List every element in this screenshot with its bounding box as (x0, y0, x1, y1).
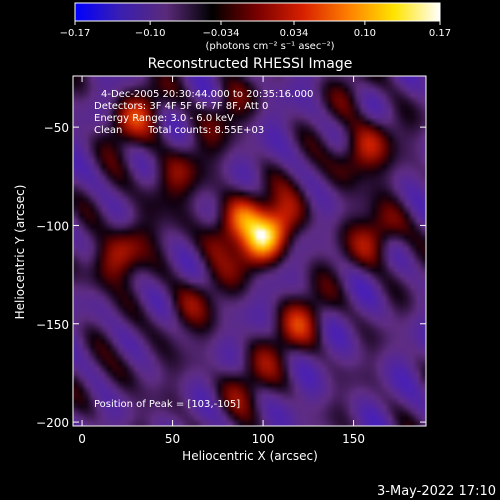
total-counts-annotation: Total counts: 8.55E+03 (147, 125, 264, 136)
peak-position-annotation: Position of Peak = [103,-105] (94, 399, 240, 410)
y-tick-label: −200 (36, 416, 69, 430)
x-axis-ticks: 0 50 100 150 (78, 76, 365, 446)
colorbar-tick-labels: −0.17 −0.10 −0.034 0.034 0.10 0.17 (60, 28, 451, 39)
colorbar (74, 2, 441, 22)
heatmap-image (73, 76, 426, 426)
colorbar-units: (photons cm⁻² s⁻¹ asec⁻²) (205, 41, 334, 52)
colorbar-tick-label: 0.10 (354, 28, 376, 39)
x-axis-label: Heliocentric X (arcsec) (182, 449, 318, 463)
energy-range-annotation: Energy Range: 3.0 - 6.0 keV (94, 113, 234, 124)
y-axis-ticks: −50 −100 −150 −200 (36, 121, 426, 430)
x-tick-label: 0 (78, 432, 86, 446)
plot-frame (72, 75, 427, 427)
time-range-annotation: 4-Dec-2005 20:30:44.000 to 20:35:16.000 (101, 89, 313, 100)
footer-date: 3-May-2022 17:10 (377, 484, 496, 499)
detectors-annotation: Detectors: 3F 4F 5F 6F 7F 8F, Att 0 (94, 101, 268, 112)
y-tick-label: −150 (36, 318, 69, 332)
y-tick-label: −50 (44, 121, 69, 135)
colorbar-tick-label: 0.17 (429, 28, 451, 39)
colorbar-tick-label: −0.10 (135, 28, 166, 39)
colorbar-tick-label: −0.034 (202, 28, 239, 39)
method-annotation: Clean (94, 125, 122, 136)
y-axis-label: Heliocentric Y (arcsec) (13, 185, 27, 320)
colorbar-tick-label: −0.17 (60, 28, 91, 39)
x-tick-label: 150 (342, 432, 365, 446)
colorbar-tick-label: 0.034 (280, 28, 309, 39)
x-tick-label: 100 (252, 432, 275, 446)
chart-title: Reconstructed RHESSI Image (148, 56, 353, 72)
x-tick-label: 50 (165, 432, 180, 446)
colorbar-ticks (74, 21, 441, 25)
y-tick-label: −100 (36, 219, 69, 233)
